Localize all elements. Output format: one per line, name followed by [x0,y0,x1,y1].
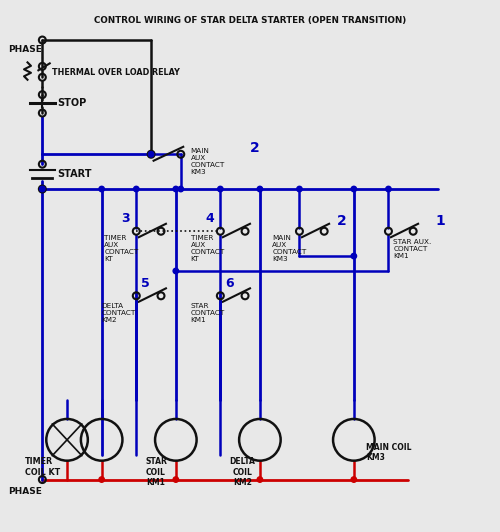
Circle shape [218,186,223,192]
Text: 6: 6 [226,277,234,290]
Circle shape [99,186,104,192]
Circle shape [134,186,139,192]
Text: STAR AUX.
CONTACT
KM1: STAR AUX. CONTACT KM1 [394,239,432,259]
Text: TIMER
AUX
CONTACT
KT: TIMER AUX CONTACT KT [104,235,138,262]
Text: 4: 4 [206,212,214,226]
Text: STAR
COIL
KM1: STAR COIL KM1 [145,457,167,487]
Text: STAR
CONTACT
KM1: STAR CONTACT KM1 [190,303,225,323]
Text: TIMER
COIL KT: TIMER COIL KT [25,458,60,477]
Text: 2: 2 [336,214,346,228]
Text: THERMAL OVER LOAD RELAY: THERMAL OVER LOAD RELAY [52,68,180,77]
Circle shape [99,477,104,483]
Text: DELTA
CONTACT
KM2: DELTA CONTACT KM2 [102,303,136,323]
Circle shape [386,186,391,192]
Circle shape [257,186,262,192]
Text: DELTA
COIL
KM2: DELTA COIL KM2 [230,457,256,487]
Text: PHASE: PHASE [8,45,42,54]
Circle shape [296,186,302,192]
Circle shape [351,477,356,483]
Text: STOP: STOP [57,98,86,108]
Circle shape [148,152,154,157]
Text: MAIN
AUX
CONTACT
KM3: MAIN AUX CONTACT KM3 [190,148,225,175]
Circle shape [178,186,184,192]
Text: TIMER
AUX
CONTACT
KT: TIMER AUX CONTACT KT [190,235,225,262]
Circle shape [257,477,262,483]
Text: 2: 2 [250,141,260,155]
Circle shape [351,186,356,192]
Text: PHASE: PHASE [8,487,42,496]
Text: 1: 1 [436,214,445,228]
Circle shape [40,186,45,192]
Text: START: START [57,169,92,179]
Circle shape [173,477,178,483]
Circle shape [173,268,178,273]
Text: 3: 3 [122,212,130,226]
Text: 5: 5 [141,277,150,290]
Circle shape [351,253,356,259]
Text: CONTROL WIRING OF STAR DELTA STARTER (OPEN TRANSITION): CONTROL WIRING OF STAR DELTA STARTER (OP… [94,15,406,24]
Circle shape [173,186,178,192]
Text: MAIN COIL
KM3: MAIN COIL KM3 [366,443,412,462]
Text: MAIN
AUX
CONTACT
KM3: MAIN AUX CONTACT KM3 [272,235,306,262]
